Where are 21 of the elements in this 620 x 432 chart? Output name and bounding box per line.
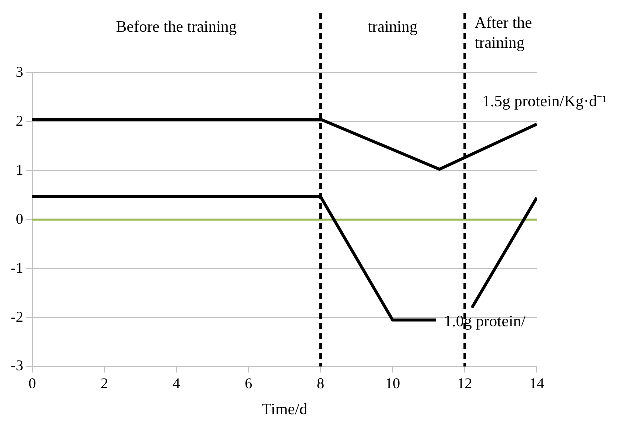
series-label: 1.5g protein/Kg·d⁻¹ [482, 94, 608, 111]
x-tick-label: 2 [100, 376, 108, 393]
y-tick-label: -2 [10, 310, 24, 326]
x-tick-label: 8 [317, 376, 325, 393]
y-tick-label: 3 [16, 64, 24, 81]
y-tick-label: -1 [10, 260, 24, 277]
text: After the training [474, 15, 532, 52]
y-tick-label: 1 [16, 162, 24, 179]
x-tick-label: 0 [28, 376, 36, 393]
x-tick-label: 14 [530, 376, 545, 393]
y-tick-label: -3 [10, 358, 24, 375]
x-axis-title: Time/d [262, 402, 308, 419]
y-tick-label: 2 [16, 114, 24, 130]
x-tick-label: 12 [457, 376, 472, 393]
x-tick-label: 6 [244, 376, 253, 393]
series-label: 1.0g protein/ [444, 313, 526, 330]
y-tick-label: 0 [16, 212, 24, 228]
x-tick-label: 4 [172, 376, 181, 393]
text: Before the training [116, 19, 238, 36]
text: training [368, 19, 418, 36]
x-tick-label: 10 [385, 376, 400, 393]
